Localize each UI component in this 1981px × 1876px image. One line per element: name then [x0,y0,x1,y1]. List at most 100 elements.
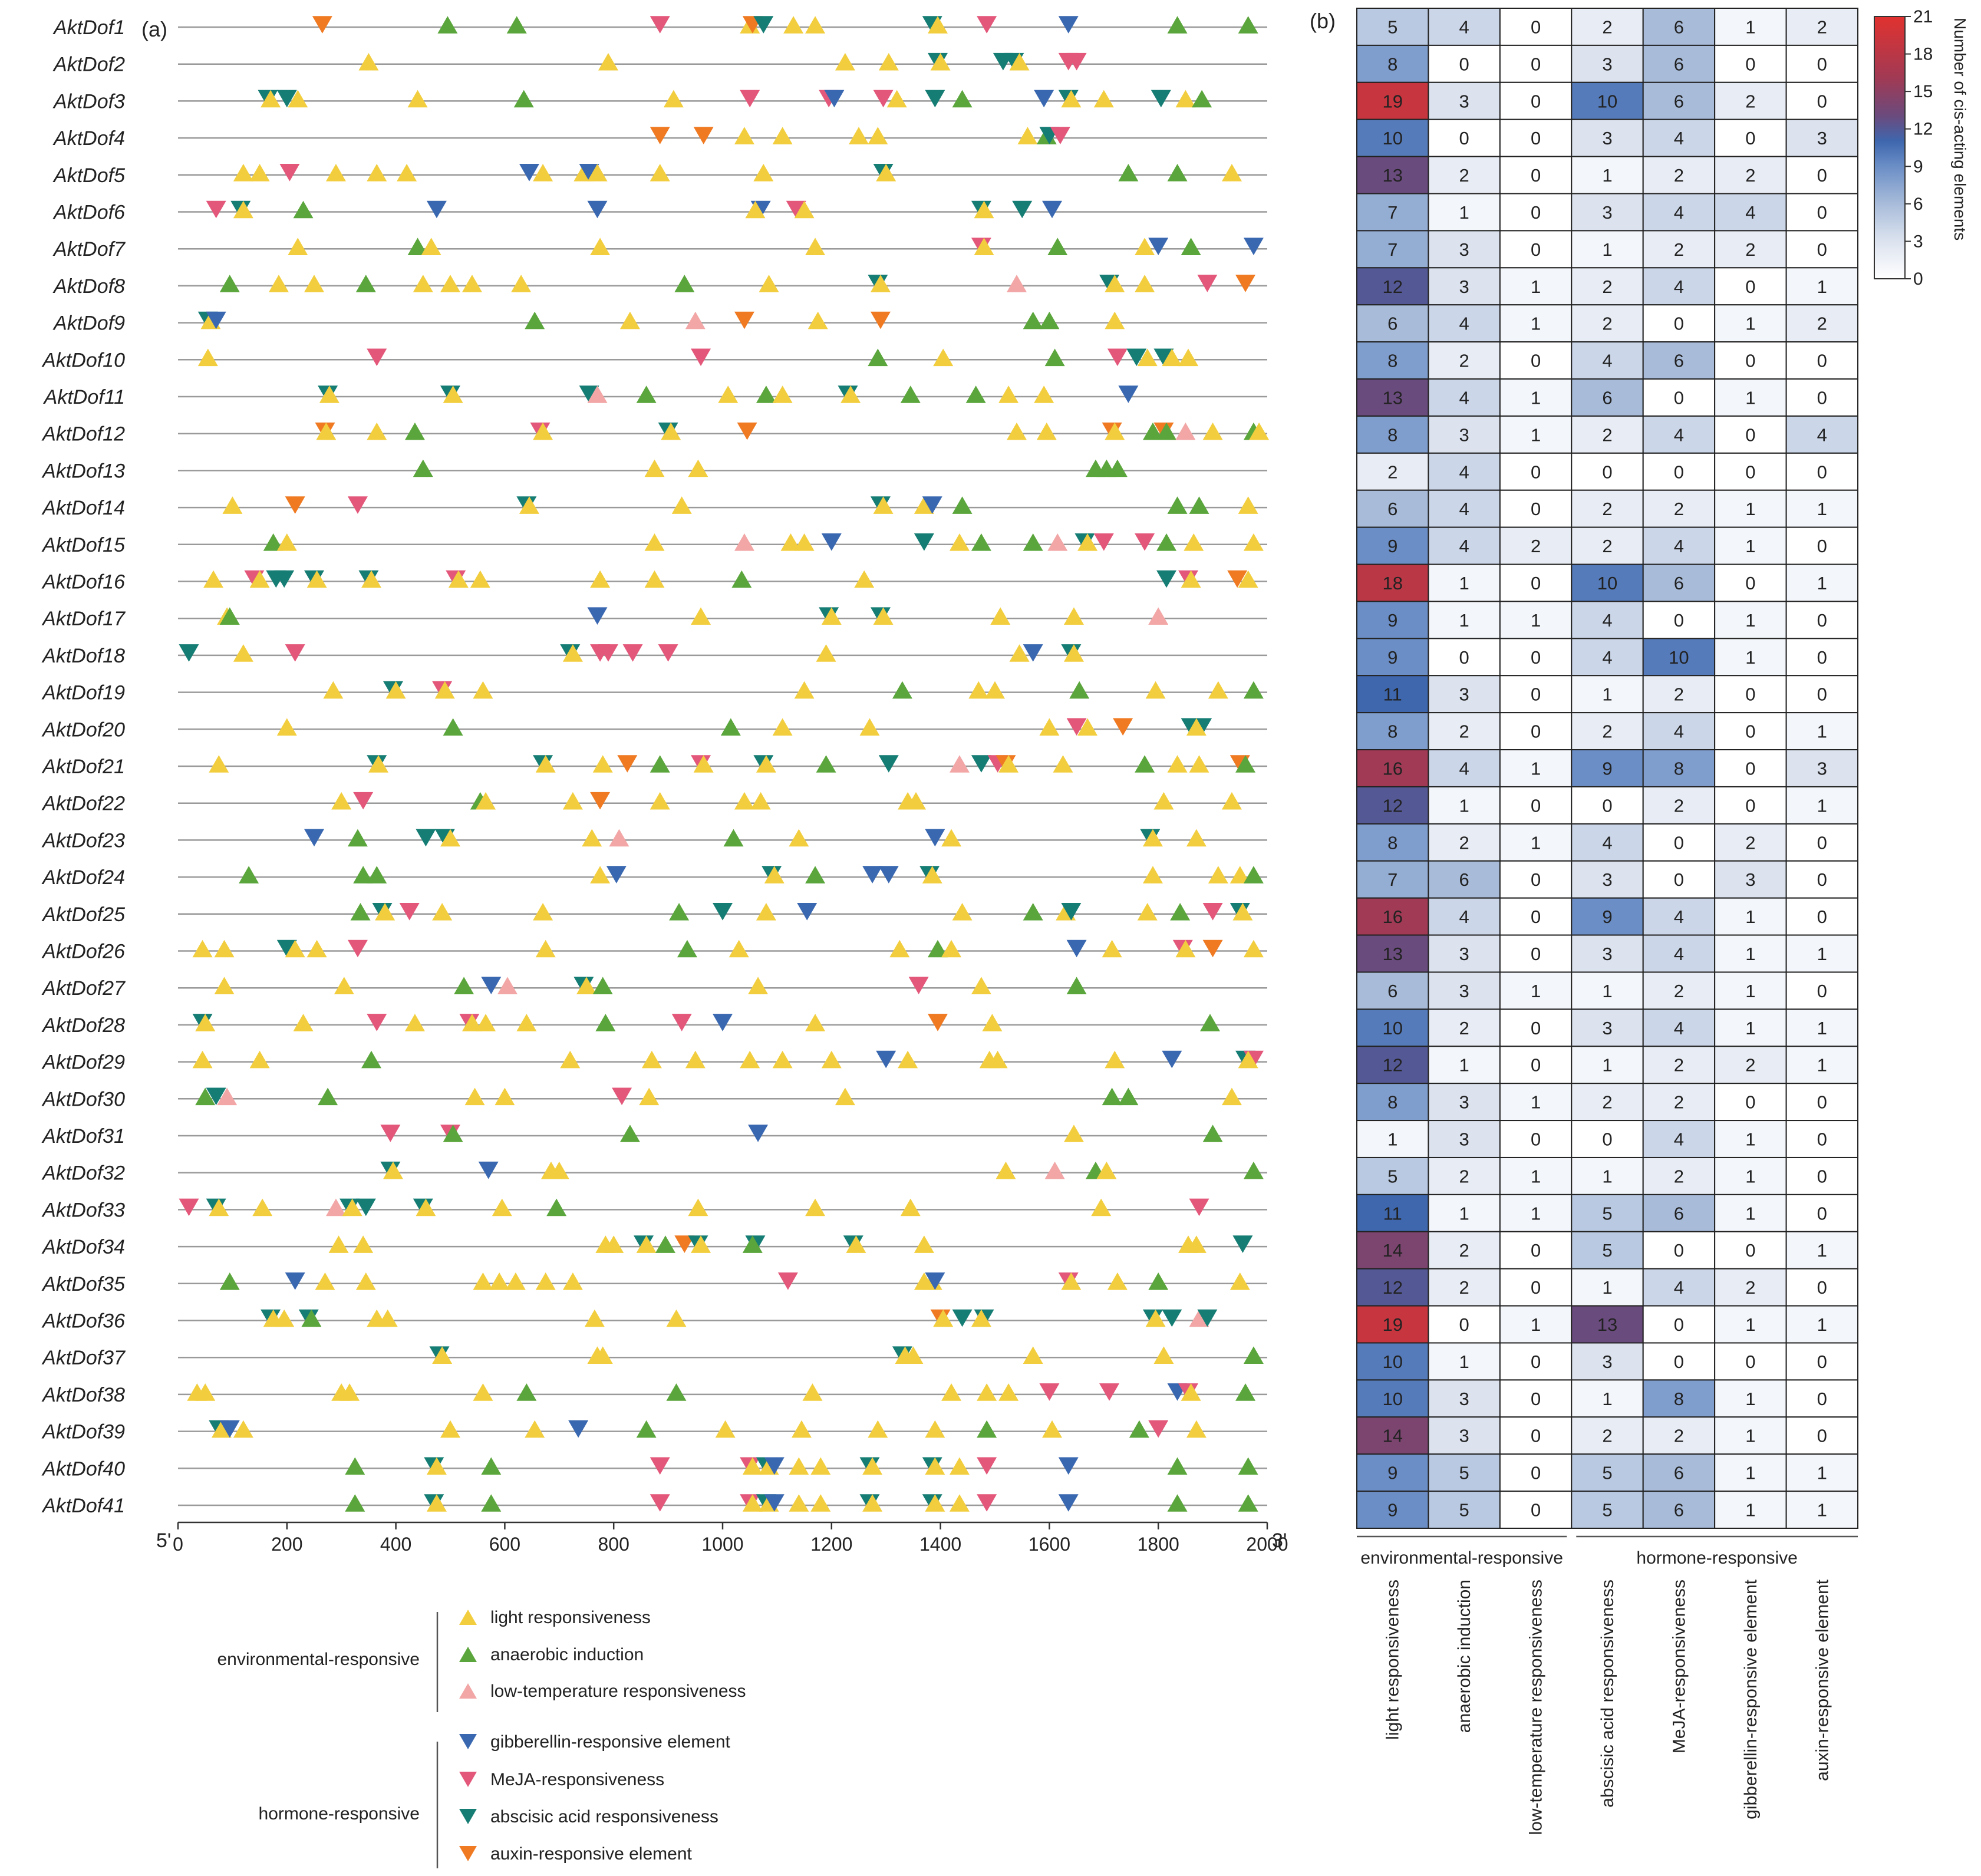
lowtemp-marker [1044,1161,1065,1179]
heatmap-cell [1785,44,1859,83]
light-marker [1238,570,1258,588]
gibberellin-marker [876,1050,896,1069]
light-marker [1039,718,1060,736]
light-marker [1178,348,1199,367]
heatmap-cell-value: 1 [1459,610,1469,631]
heatmap-cell [1571,971,1644,1010]
x-tick-label: 1200 [810,1534,852,1555]
heatmap-cell [1428,341,1501,380]
x-tick-label: 2000 [1246,1534,1288,1555]
heatmap-cell [1499,526,1573,565]
light-marker [949,1494,970,1512]
heatmap-cell [1571,897,1644,936]
heatmap-cell-value: 3 [1459,239,1469,260]
heatmap-cell [1642,1342,1716,1381]
anaerobic-marker [1167,496,1188,514]
heatmap-cell [1714,1453,1787,1492]
anaerobic-marker [1135,755,1155,773]
meja-marker [977,1457,997,1475]
heatmap-cell [1785,638,1859,677]
light-marker [1017,127,1038,144]
anaerobic-marker [1044,348,1065,367]
heatmap-cell [1785,1156,1859,1195]
meja-marker [1066,718,1087,736]
anaerobic-marker [1202,1125,1223,1142]
heatmap-cell-value: 1 [1817,1018,1827,1038]
aba-marker [1153,348,1174,367]
colorbar-gradient [1874,16,1906,279]
light-marker [1105,275,1125,292]
gibberellin-marker [587,607,608,625]
heatmap-cell-value: 1 [1817,795,1827,816]
gene-label: AktDof11 [43,386,125,408]
colorbar-tick-label: 0 [1913,269,1923,289]
light-marker [473,681,493,699]
heatmap-cell-value: 8 [1387,424,1397,445]
gibberellin-marker [764,1457,785,1475]
heatmap-cell-value: 8 [1387,832,1397,853]
heatmap-cell-value: 0 [1531,647,1541,668]
light-marker [734,127,754,144]
light-marker [636,1235,657,1253]
anaerobic-marker [650,755,670,773]
light-marker [1135,275,1155,292]
heatmap-cell-value: 1 [1459,795,1469,816]
aba-marker [1012,200,1033,219]
heatmap-cell [1499,415,1573,454]
heatmap-cell-value: 0 [1817,202,1827,223]
colorbar-tick-label: 18 [1913,45,1933,64]
light-marker [1202,422,1223,440]
heatmap-cell [1714,638,1787,677]
heatmap-cell-value: 1 [1459,202,1469,223]
heatmap-cell-value: 0 [1531,165,1541,186]
lowtemp-marker [685,311,706,329]
light-marker [835,1087,855,1106]
light-marker [464,1087,485,1106]
heatmap-cell [1785,489,1859,528]
light-marker [1167,755,1188,773]
heatmap-cell-value: 6 [1674,1203,1684,1224]
light-marker [941,829,962,847]
light-marker [1175,90,1196,108]
light-marker [285,939,305,958]
heatmap-cell [1571,601,1644,639]
gibberellin-marker [568,1420,589,1438]
heatmap-cell [1571,823,1644,862]
heatmap-cell-value: 1 [1745,1500,1755,1521]
heatmap-cell-value: 1 [1817,1055,1827,1076]
light-marker [604,1235,624,1253]
light-marker [859,718,880,736]
heatmap-cell-value: 0 [1817,1426,1827,1446]
meja-marker [908,977,929,994]
heatmap-cell [1499,1156,1573,1195]
light-marker [849,127,869,144]
gene-label: AktDof41 [41,1495,125,1517]
light-marker [1186,1420,1207,1438]
colorbar-tick-label: 21 [1913,7,1933,27]
gibberellin-marker [606,866,627,883]
light-marker [810,1494,831,1512]
panel-a-label: (a) [141,17,167,41]
heatmap-cell [1642,823,1716,862]
heatmap-cell-value: 5 [1602,1463,1612,1483]
heatmap-cell-value: 7 [1387,239,1397,260]
light-marker [949,1457,970,1475]
heatmap-cell-value: 0 [1817,461,1827,482]
gibberellin-marker [1042,200,1063,219]
aba-marker [206,1087,226,1106]
heatmap-cell-value: 4 [1459,314,1469,334]
heatmap-cell-value: 1 [1817,1314,1827,1335]
light-marker [756,903,776,921]
light-marker [898,1050,918,1069]
anaerobic-marker [481,1494,502,1512]
auxin-marker [312,16,332,34]
light-marker [440,275,460,292]
anaerobic-marker [347,829,368,847]
heatmap-cell [1356,1305,1429,1344]
heatmap-cell-value: 13 [1382,387,1402,408]
light-marker [1093,90,1114,108]
heatmap-cell [1356,193,1429,232]
gene-label: AktDof9 [52,312,125,335]
heatmap-cell-value: 1 [1531,387,1541,408]
gene-label: AktDof24 [41,866,125,889]
